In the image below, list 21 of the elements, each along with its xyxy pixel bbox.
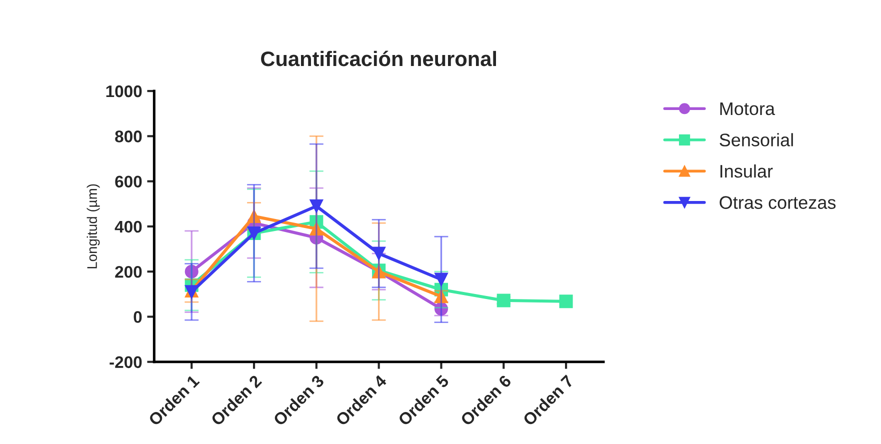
point xyxy=(496,294,510,308)
legend-label: Otras cortezas xyxy=(720,196,836,209)
point xyxy=(184,264,198,278)
legend-label: Insular xyxy=(720,164,773,178)
y-tick-label: 0 xyxy=(134,311,142,323)
point xyxy=(372,246,386,260)
point xyxy=(247,210,261,224)
y-tick-label: -200 xyxy=(110,356,142,368)
y-axis-title: Longitud (µm) xyxy=(86,184,100,268)
point xyxy=(310,222,324,236)
y-tick-label: 1000 xyxy=(106,85,142,98)
y-tick-label: 400 xyxy=(114,220,142,233)
legend-label: Sensorial xyxy=(720,133,793,146)
point xyxy=(434,272,448,286)
y-tick-label: 600 xyxy=(115,176,142,188)
y-tick-label: 200 xyxy=(115,266,142,278)
point xyxy=(310,199,324,213)
legend-label: Motora xyxy=(720,102,776,116)
point xyxy=(559,294,573,308)
chart-title: Cuantificación neuronal xyxy=(261,50,496,66)
y-tick-label: 800 xyxy=(115,130,142,142)
